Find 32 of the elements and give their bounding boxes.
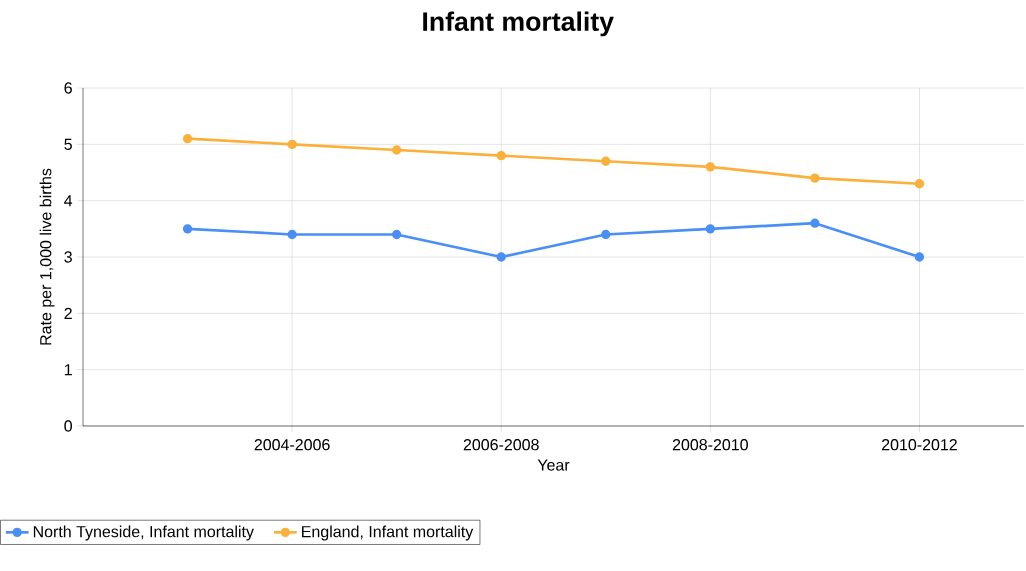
x-axis-title: Year	[537, 459, 570, 471]
x-tick-label: 2004-2006	[254, 439, 330, 451]
point	[601, 229, 611, 240]
chart-title: Infant mortality	[423, 11, 614, 37]
point	[914, 252, 925, 262]
point	[496, 252, 506, 262]
point	[391, 229, 402, 240]
point	[496, 150, 506, 161]
point	[287, 139, 297, 150]
x-tick-label: 2010-2012	[881, 439, 957, 451]
point	[705, 162, 715, 172]
y-tick-label: 0	[64, 420, 72, 432]
x-tick-label: 2006-2008	[463, 439, 539, 451]
x-tick-label: 2008-2010	[672, 439, 748, 451]
point	[287, 229, 297, 240]
point	[182, 134, 193, 144]
y-tick-label: 4	[64, 195, 73, 207]
point	[705, 224, 715, 234]
point	[182, 224, 193, 234]
point	[601, 156, 611, 166]
point	[914, 179, 925, 189]
point	[391, 145, 402, 155]
y-tick-label: 3	[64, 251, 72, 263]
y-tick-label: 5	[64, 138, 72, 150]
point	[810, 218, 820, 228]
y-tick-label: 1	[64, 364, 72, 376]
legend-label: England, Infant mortality	[302, 525, 474, 541]
y-axis-title: Rate per 1,000 live births	[39, 168, 55, 345]
y-tick-label: 2	[64, 307, 72, 319]
point	[810, 173, 820, 183]
y-tick-label: 6	[64, 82, 72, 94]
legend-label: North Tyneside, Infant mortality	[33, 525, 254, 541]
